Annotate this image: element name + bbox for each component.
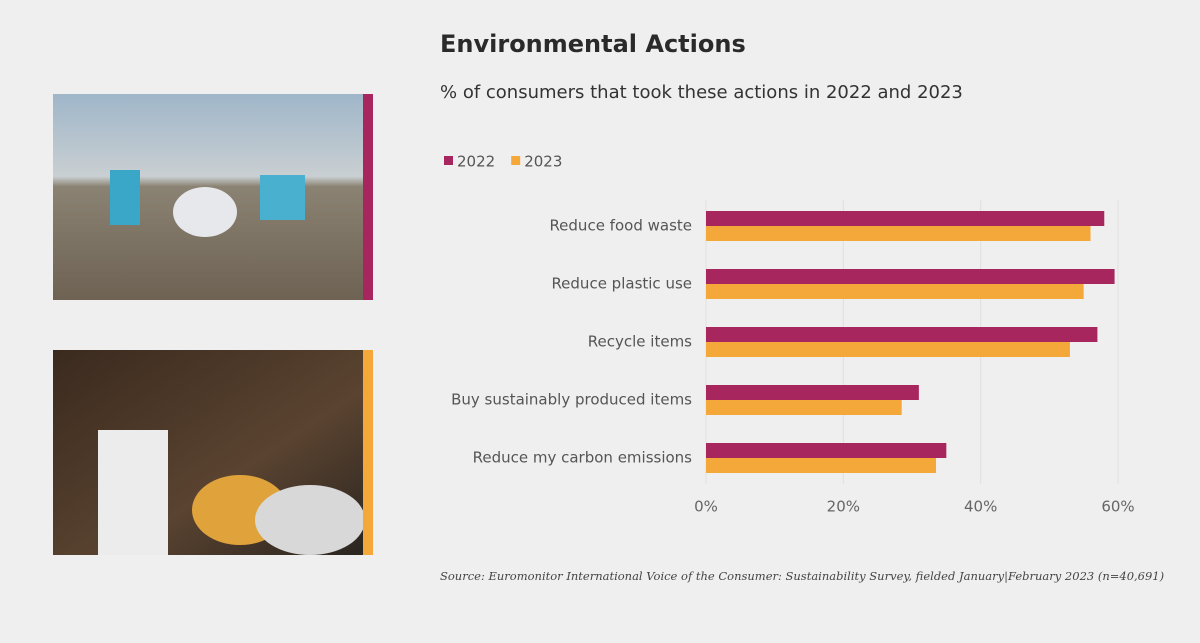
bar: [706, 443, 947, 458]
accent-strip: [363, 94, 373, 300]
accent-strip: [363, 350, 373, 555]
bar: [706, 400, 902, 415]
x-tick-label: 60%: [1101, 498, 1134, 516]
x-tick-label: 0%: [694, 498, 718, 516]
legend-swatch: [444, 156, 453, 165]
photo-figure: [110, 170, 140, 225]
bar: [706, 211, 1105, 226]
y-tick-label: Recycle items: [588, 333, 692, 351]
photo-figure: [260, 175, 305, 220]
chart-title: Environmental Actions: [440, 30, 746, 58]
photo-bin: [255, 485, 365, 555]
x-tick-label: 20%: [827, 498, 860, 516]
bar: [706, 342, 1070, 357]
bar: [706, 284, 1084, 299]
photo-bag: [173, 187, 237, 237]
y-tick-label: Reduce plastic use: [551, 275, 692, 293]
legend-swatch: [511, 156, 521, 165]
bar: [706, 269, 1115, 284]
y-tick-label: Buy sustainably produced items: [451, 391, 692, 409]
legend-label: 2023: [524, 153, 562, 171]
legend-label: 2022: [457, 153, 495, 171]
photo-figure: [98, 430, 168, 555]
x-tick-label: 40%: [964, 498, 997, 516]
chart-subtitle: % of consumers that took these actions i…: [440, 82, 963, 103]
bar: [706, 327, 1098, 342]
bar: [706, 458, 937, 473]
y-tick-label: Reduce my carbon emissions: [473, 449, 693, 467]
y-tick-label: Reduce food waste: [549, 217, 692, 235]
bar: [706, 385, 919, 400]
bar: [706, 226, 1091, 241]
source-note: Source: Euromonitor International Voice …: [440, 569, 1164, 584]
